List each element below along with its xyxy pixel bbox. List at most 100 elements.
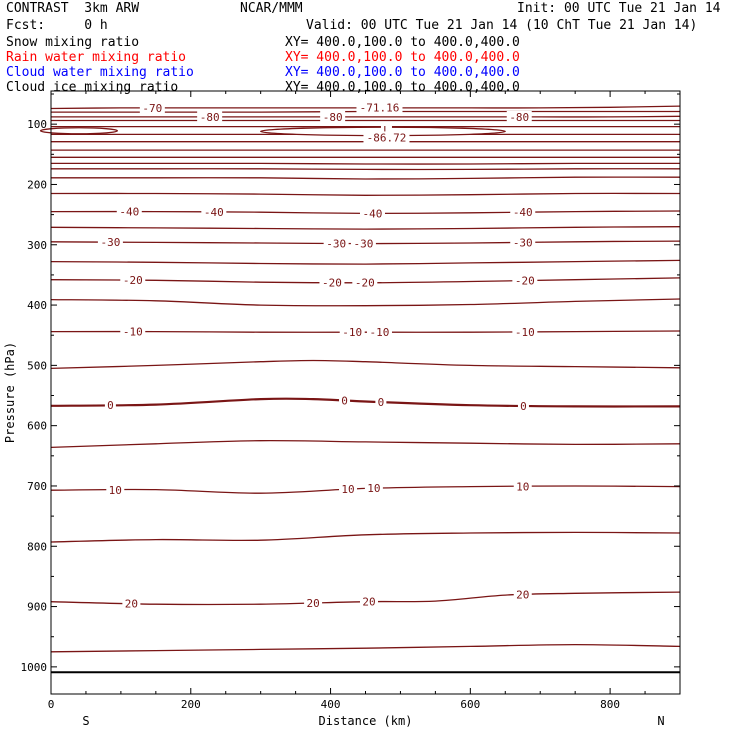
contour-line-18 (50, 298, 681, 307)
annotation-bg-0 (356, 101, 403, 114)
annotation-layer: -71.16 L-86.72 (356, 101, 410, 144)
contour-label-bg-2-0 (197, 110, 223, 123)
contour-label-bg-19-0 (120, 325, 146, 338)
contour-line-11 (51, 176, 681, 180)
contour-label-21-0: 0 (107, 399, 114, 412)
field-name-rain: Rain water mixing ratio (6, 50, 187, 65)
annotation-2: -86.72 (367, 131, 407, 144)
y-tick-label-1: 200 (27, 178, 47, 191)
contour-label-21-3: 0 (520, 400, 527, 413)
contour-line-12 (50, 192, 681, 196)
y-tick-label-9: 1000 (21, 661, 48, 674)
contour-label-bg-21-0 (104, 399, 116, 412)
x-axis-end-label-right: N (657, 714, 664, 728)
contour-label-25-0: 20 (125, 598, 138, 611)
y-tick-label-0: 100 (27, 118, 47, 131)
contour-label-bg-2-2 (506, 110, 532, 123)
contour-label-2-2: -80 (509, 111, 529, 124)
contour-label-19-1: -10 (342, 326, 362, 339)
contour-line-20 (50, 359, 681, 370)
contour-label-bg-13-3 (510, 206, 536, 219)
contour-line-10 (51, 168, 681, 171)
y-tick-label-5: 600 (27, 420, 47, 433)
contour-label-bg-0-0 (139, 101, 165, 114)
field-xy-cloud-water: XY= 400.0,100.0 to 400.0,400.0 (285, 65, 520, 80)
contour-label-17-2: -20 (355, 277, 375, 290)
contour-label-bg-17-0 (120, 274, 146, 287)
contour-label-bg-23-2 (364, 482, 383, 495)
y-tick-label-3: 400 (27, 299, 47, 312)
contour-line-21 (50, 397, 681, 408)
contour-label-25-1: 20 (306, 597, 319, 610)
init-time: Init: 00 UTC Tue 21 Jan 14 (517, 1, 721, 16)
annotation-bg-2 (363, 131, 410, 144)
contour-line-22 (50, 440, 681, 449)
y-tick-label-4: 500 (27, 359, 47, 372)
contour-label-bg-21-1 (339, 394, 351, 407)
contour-label-15-2: -30 (353, 238, 373, 251)
contour-label-13-3: -40 (513, 206, 533, 219)
contour-label-21-1: 0 (341, 395, 348, 408)
contour-label-bg-25-1 (304, 596, 323, 609)
contour-label-bg-13-1 (201, 205, 227, 218)
contour-label-bg-2-1 (320, 110, 346, 123)
contour-line-9 (51, 162, 681, 165)
contour-label-13-1: -40 (204, 206, 224, 219)
valid-time: Valid: 00 UTC Tue 21 Jan 14 (10 ChT Tue … (306, 18, 698, 33)
contour-line-2 (51, 115, 681, 118)
contour-label-23-0: 10 (109, 484, 122, 497)
contour-layer (39, 105, 681, 653)
contour-label-17-3: -20 (515, 275, 535, 288)
contour-label-23-2: 10 (367, 482, 380, 495)
contour-label-bg-17-2 (352, 276, 378, 289)
contour-label-25-3: 20 (516, 589, 529, 602)
contour-label-13-2: -40 (363, 207, 383, 220)
contour-label-bg-25-3 (513, 588, 532, 601)
contour-label-15-0: -30 (100, 236, 120, 249)
contour-label-19-3: -10 (515, 326, 535, 339)
contour-label-bg-25-0 (122, 597, 141, 610)
enclosed-contour-1 (39, 127, 119, 135)
x-tick-label-4: 800 (600, 698, 620, 711)
field-name-snow: Snow mixing ratio (6, 35, 140, 50)
contour-label-bg-15-0 (97, 236, 123, 249)
center-title: NCAR/MMM (240, 1, 303, 16)
contour-label-15-1: -30 (326, 237, 346, 250)
contour-label-bg-19-1 (339, 326, 365, 339)
contour-label-layer: -70-80 -80 -80-40 -40 -40 -40-30 -30 -30 -30-20-… (97, 101, 538, 611)
y-axis-label: Pressure (hPa) (3, 342, 17, 443)
annotation-0: -71.16 (360, 101, 400, 114)
contour-label-2-0: -80 (200, 111, 220, 124)
annotation-bg-1 (380, 124, 392, 137)
contour-label-19-2: -10 (370, 326, 390, 339)
contour-line-26 (50, 643, 681, 653)
contour-label-bg-19-3 (512, 325, 538, 338)
contour-line-14 (50, 226, 681, 230)
contour-label-17-1: -20 (322, 277, 342, 290)
contour-label-bg-23-1 (339, 483, 358, 496)
contour-label-19-0: -10 (123, 326, 143, 339)
contour-label-17-0: -20 (123, 274, 143, 287)
contour-label-21-2: 0 (378, 396, 385, 409)
field-name-cloud-water: Cloud water mixing ratio (6, 65, 194, 80)
y-tick-label-2: 300 (27, 239, 47, 252)
contour-label-bg-15-3 (510, 236, 536, 249)
contour-line-16 (50, 259, 681, 265)
left-title: CONTRAST 3km ARW (6, 1, 140, 16)
contour-label-bg-13-2 (359, 207, 385, 220)
y-tick-label-7: 800 (27, 540, 47, 553)
x-axis-label: Distance (km) (319, 714, 413, 728)
contour-label-0-0: -70 (142, 102, 162, 115)
contour-label-2-1: -80 (323, 111, 343, 124)
contour-label-bg-17-3 (512, 274, 538, 287)
x-axis-end-label-left: S (82, 714, 89, 728)
x-tick-label-0: 0 (48, 698, 55, 711)
contour-label-bg-23-0 (106, 483, 125, 496)
field-xy-rain: XY= 400.0,100.0 to 400.0,400.0 (285, 50, 520, 65)
y-tick-label-6: 700 (27, 480, 47, 493)
contour-label-bg-19-2 (366, 326, 392, 339)
contour-label-bg-15-1 (323, 237, 349, 250)
contour-label-bg-15-2 (350, 237, 376, 250)
